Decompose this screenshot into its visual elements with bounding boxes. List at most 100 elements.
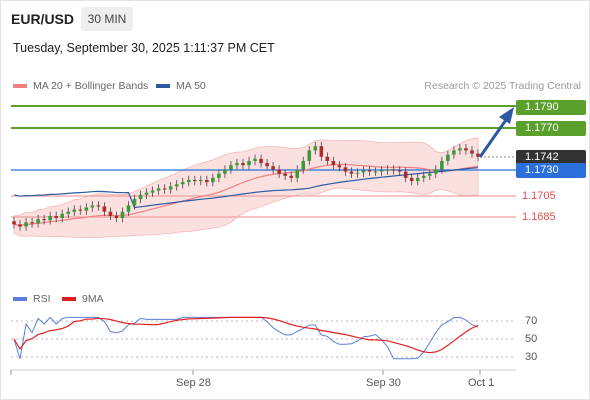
candle-body <box>186 180 191 183</box>
candle-body <box>379 170 384 172</box>
legend-ma50: MA 50 <box>156 80 206 92</box>
x-label-sep30: Sep 30 <box>366 377 401 389</box>
candle-body <box>114 215 119 219</box>
rsi-line <box>13 316 479 360</box>
candle-body <box>313 146 318 151</box>
rsi-level-70: 70 <box>525 315 538 327</box>
candle-body <box>217 173 221 178</box>
candle-body <box>440 160 444 170</box>
last-price-tag: 1.1742 <box>516 150 586 165</box>
rsi-ma-line <box>13 316 479 354</box>
ma20-swatch <box>13 84 27 88</box>
candle-body <box>211 177 215 183</box>
candle-body <box>120 211 125 219</box>
candle-body <box>241 163 245 166</box>
candle-body <box>66 211 71 214</box>
candle-body <box>36 219 40 224</box>
candle-body <box>180 182 185 185</box>
legend-ma20: MA 20 + Bollinger Bands <box>13 80 148 92</box>
candle-body <box>446 154 450 161</box>
candle-body <box>277 169 281 174</box>
candle-body <box>271 166 275 170</box>
candle-body <box>331 160 336 166</box>
candle-body <box>409 177 414 182</box>
candle-body <box>403 171 408 178</box>
candle-body <box>126 205 131 212</box>
ma50-swatch <box>156 84 170 88</box>
candle-body <box>48 215 52 221</box>
candle-body <box>138 194 143 200</box>
projection-arrow <box>478 116 510 158</box>
ma20-line <box>13 163 479 227</box>
research-credit: Research © 2025 Trading Central <box>424 80 581 92</box>
r1-tag: 1.1770 <box>516 121 586 136</box>
ma50-line <box>13 167 479 209</box>
candle-body <box>18 224 22 227</box>
candle-body <box>464 148 468 151</box>
candle-body <box>205 180 209 183</box>
candle-body <box>253 158 257 161</box>
bollinger-band <box>13 137 479 239</box>
candle-body <box>229 165 233 170</box>
candle-body <box>150 190 155 193</box>
s1-label: 1.1705 <box>522 190 556 202</box>
candle-body <box>385 169 390 171</box>
candle-body <box>319 146 324 157</box>
timeframe-badge[interactable]: 30 MIN <box>81 7 133 31</box>
candle-body <box>235 163 239 166</box>
r2-tag: 1.1790 <box>516 100 586 115</box>
candle-body <box>283 173 287 176</box>
candle-body <box>102 206 107 212</box>
candle-body <box>367 170 372 172</box>
timestamp: Tuesday, September 30, 2025 1:11:37 PM C… <box>13 41 275 55</box>
candle-body <box>72 209 77 212</box>
pivot-tag: 1.1730 <box>516 163 586 178</box>
s2-label: 1.1685 <box>522 211 556 223</box>
rsi-ma-legend-label: 9MA <box>82 293 104 305</box>
ma20-label: MA 20 + Bollinger Bands <box>33 80 149 92</box>
candlesticks <box>12 141 480 231</box>
candle-body <box>199 180 203 182</box>
candle-body <box>343 167 348 172</box>
rsi-swatch <box>13 297 27 301</box>
candle-body <box>162 188 167 190</box>
candle-body <box>60 213 65 219</box>
ma50-label: MA 50 <box>176 80 206 92</box>
candle-body <box>96 205 101 207</box>
candle-body <box>90 205 95 208</box>
candle-body <box>223 169 227 174</box>
rsi-legend-label: RSI <box>33 293 51 305</box>
candle-body <box>54 215 58 219</box>
candle-body <box>427 173 432 176</box>
candle-body <box>349 171 354 174</box>
candle-body <box>373 171 378 173</box>
candle-body <box>289 175 293 178</box>
x-label-oct1: Oct 1 <box>468 377 495 389</box>
candle-body <box>476 153 480 157</box>
rsi-level-50: 50 <box>525 333 538 345</box>
symbol-title: EUR/USD <box>11 11 75 27</box>
candle-body <box>156 188 161 191</box>
candle-body <box>265 163 269 167</box>
candle-body <box>30 222 34 224</box>
candle-body <box>192 180 197 182</box>
candle-body <box>397 170 402 172</box>
candle-body <box>295 169 300 178</box>
candle-body <box>452 150 456 155</box>
arrow-head <box>499 107 514 124</box>
candle-body <box>247 160 251 166</box>
candle-body <box>458 148 462 151</box>
rsi-ma-legend: 9MA <box>62 293 104 305</box>
candle-body <box>132 199 137 206</box>
candle-body <box>259 158 263 164</box>
candle-body <box>391 169 396 171</box>
candle-body <box>434 169 438 174</box>
candle-body <box>415 177 420 182</box>
candle-body <box>12 221 16 225</box>
rsi-level-30: 30 <box>525 351 538 363</box>
candle-body <box>168 186 173 190</box>
candle-body <box>42 219 46 221</box>
candle-body <box>84 207 89 211</box>
candle-body <box>355 172 360 174</box>
